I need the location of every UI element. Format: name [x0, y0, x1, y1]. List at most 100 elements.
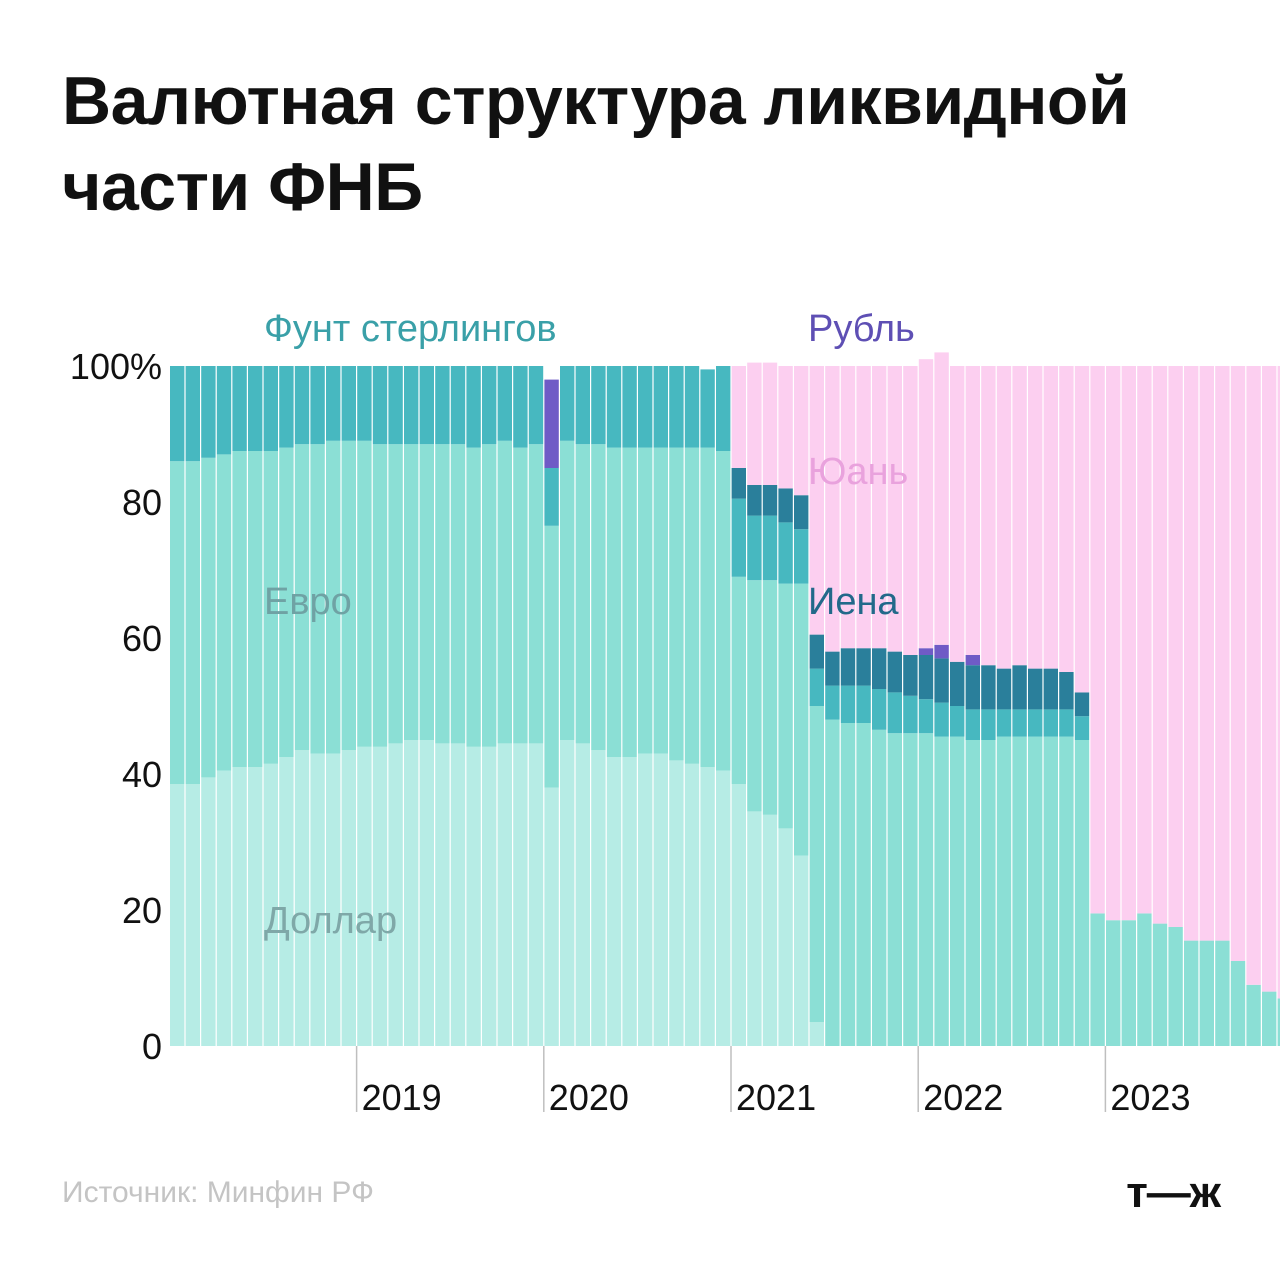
- bar-segment-dollar: [731, 784, 746, 1046]
- bar-segment-euro: [482, 444, 497, 747]
- bar-segment-euro: [887, 733, 902, 1046]
- bar-segment-dollar: [450, 743, 466, 1046]
- bar-segment-dollar: [248, 767, 263, 1046]
- bar-segment-ruble: [544, 379, 559, 468]
- bar-segment-euro: [903, 733, 918, 1046]
- title-line-1: Валютная структура ликвидной: [62, 63, 1130, 139]
- bar-segment-pound: [684, 366, 700, 448]
- bar-segment-dollar: [622, 757, 637, 1046]
- bar-segment-pound: [794, 529, 809, 584]
- bar-segment-euro: [684, 447, 700, 764]
- bar-segment-yen: [840, 648, 856, 686]
- bar-segment-yuan: [1230, 366, 1246, 961]
- bar-segment-yuan: [1246, 366, 1261, 985]
- bar-segment-yuan: [965, 366, 980, 655]
- y-tick-label: 20: [122, 890, 162, 931]
- bar-segment-pound: [248, 366, 263, 451]
- bar-segment-euro: [669, 447, 684, 761]
- bar-segment-dollar: [388, 743, 403, 1046]
- bar-segment-euro: [950, 736, 965, 1046]
- bar-segment-pound: [466, 366, 481, 448]
- bar-segment-euro: [794, 583, 809, 856]
- bar-segment-dollar: [310, 753, 325, 1046]
- y-axis: 0 20 40 60 80 100%: [70, 346, 162, 1067]
- bar-segment-pound: [872, 689, 887, 730]
- bar-segment-dollar: [216, 770, 232, 1046]
- bar-segment-yuan: [887, 366, 902, 652]
- bar-segment-dollar: [404, 740, 419, 1046]
- bar-segment-ruble: [918, 648, 934, 655]
- bar-segment-yuan: [809, 366, 824, 635]
- bar-segment-euro: [544, 525, 559, 788]
- bar-segment-ruble: [965, 655, 980, 666]
- bar-segment-euro: [497, 440, 512, 744]
- bar-segment-yuan: [762, 362, 778, 485]
- series-annotations: Фунт стерлингов Рубль Юань Иена Евро Доллар: [264, 308, 915, 942]
- bar-segment-dollar: [294, 750, 310, 1046]
- bar-segment-euro: [700, 447, 715, 768]
- bar-segment-euro: [1137, 913, 1152, 1046]
- bar-segment-dollar: [747, 811, 762, 1046]
- bar-segment-dollar: [232, 767, 247, 1046]
- bar-segment-yuan: [731, 366, 746, 468]
- bar-segment-pound: [310, 366, 325, 445]
- bar-segment-dollar: [606, 757, 622, 1046]
- bar-segment-yuan: [1043, 366, 1058, 669]
- bar-segment-euro: [201, 457, 216, 778]
- bar-segment-yuan: [1059, 366, 1074, 672]
- bar-segment-pound: [185, 366, 200, 462]
- bar-segment-yen: [872, 648, 887, 689]
- bar-segment-yen: [809, 634, 824, 669]
- bar-segment-yen: [887, 651, 902, 693]
- bar-segment-euro: [1262, 991, 1277, 1046]
- bar-segment-dollar: [513, 743, 528, 1046]
- bar-segment-dollar: [435, 743, 450, 1046]
- bar-segment-yen: [996, 668, 1012, 710]
- bar-segment-yen: [747, 485, 762, 516]
- bar-segment-yen: [762, 485, 778, 516]
- bar-segment-dollar: [638, 753, 653, 1046]
- x-axis: 201920202021202220232024: [355, 1046, 1190, 1118]
- bar-segment-pound: [638, 366, 653, 448]
- bar-segment-euro: [216, 454, 232, 771]
- bar-segment-dollar: [700, 767, 715, 1046]
- bar-segment-euro: [1184, 940, 1199, 1046]
- bar-segment-yuan: [950, 366, 965, 662]
- bar-segment-euro: [185, 461, 200, 785]
- bar-segment-pound: [606, 366, 622, 448]
- y-tick-label: 80: [122, 482, 162, 523]
- bar-segment-dollar: [263, 763, 278, 1046]
- bar-segment-yuan: [1106, 366, 1121, 921]
- bar-segment-pound: [1059, 709, 1074, 737]
- bar-segment-dollar: [341, 750, 356, 1046]
- bar-segment-pound: [497, 366, 512, 441]
- label-yuan: Юань: [808, 451, 908, 493]
- bar-segment-yuan: [934, 352, 949, 645]
- chart-title: Валютная структура ликвидной части ФНБ: [62, 58, 1242, 230]
- bar-segment-yuan: [1199, 366, 1214, 941]
- bar-segment-dollar: [497, 743, 512, 1046]
- bar-segment-euro: [606, 447, 622, 757]
- bar-segment-dollar: [170, 784, 185, 1046]
- bar-segment-yen: [965, 665, 980, 710]
- bar-segment-pound: [528, 366, 544, 445]
- bar-segment-yuan: [1137, 366, 1152, 914]
- bar-segment-pound: [747, 515, 762, 581]
- bar-segment-dollar: [466, 746, 481, 1046]
- bar-segment-euro: [419, 444, 434, 740]
- bar-segment-euro: [965, 740, 980, 1046]
- bar-segment-euro: [1199, 940, 1214, 1046]
- bar-segment-yuan: [794, 366, 809, 496]
- bar-segment-pound: [731, 498, 746, 577]
- bar-segment-euro: [856, 723, 871, 1046]
- bar-segment-dollar: [419, 740, 434, 1046]
- bar-segment-pound: [170, 366, 185, 462]
- bar-segment-pound: [482, 366, 497, 445]
- label-euro: Евро: [264, 581, 352, 623]
- bar-segment-euro: [388, 444, 403, 744]
- bar-segment-dollar: [809, 1022, 824, 1046]
- bar-segment-euro: [840, 723, 856, 1046]
- bar-segment-euro: [575, 444, 590, 744]
- bar-segment-yuan: [856, 366, 871, 649]
- bar-segment-euro: [762, 580, 778, 815]
